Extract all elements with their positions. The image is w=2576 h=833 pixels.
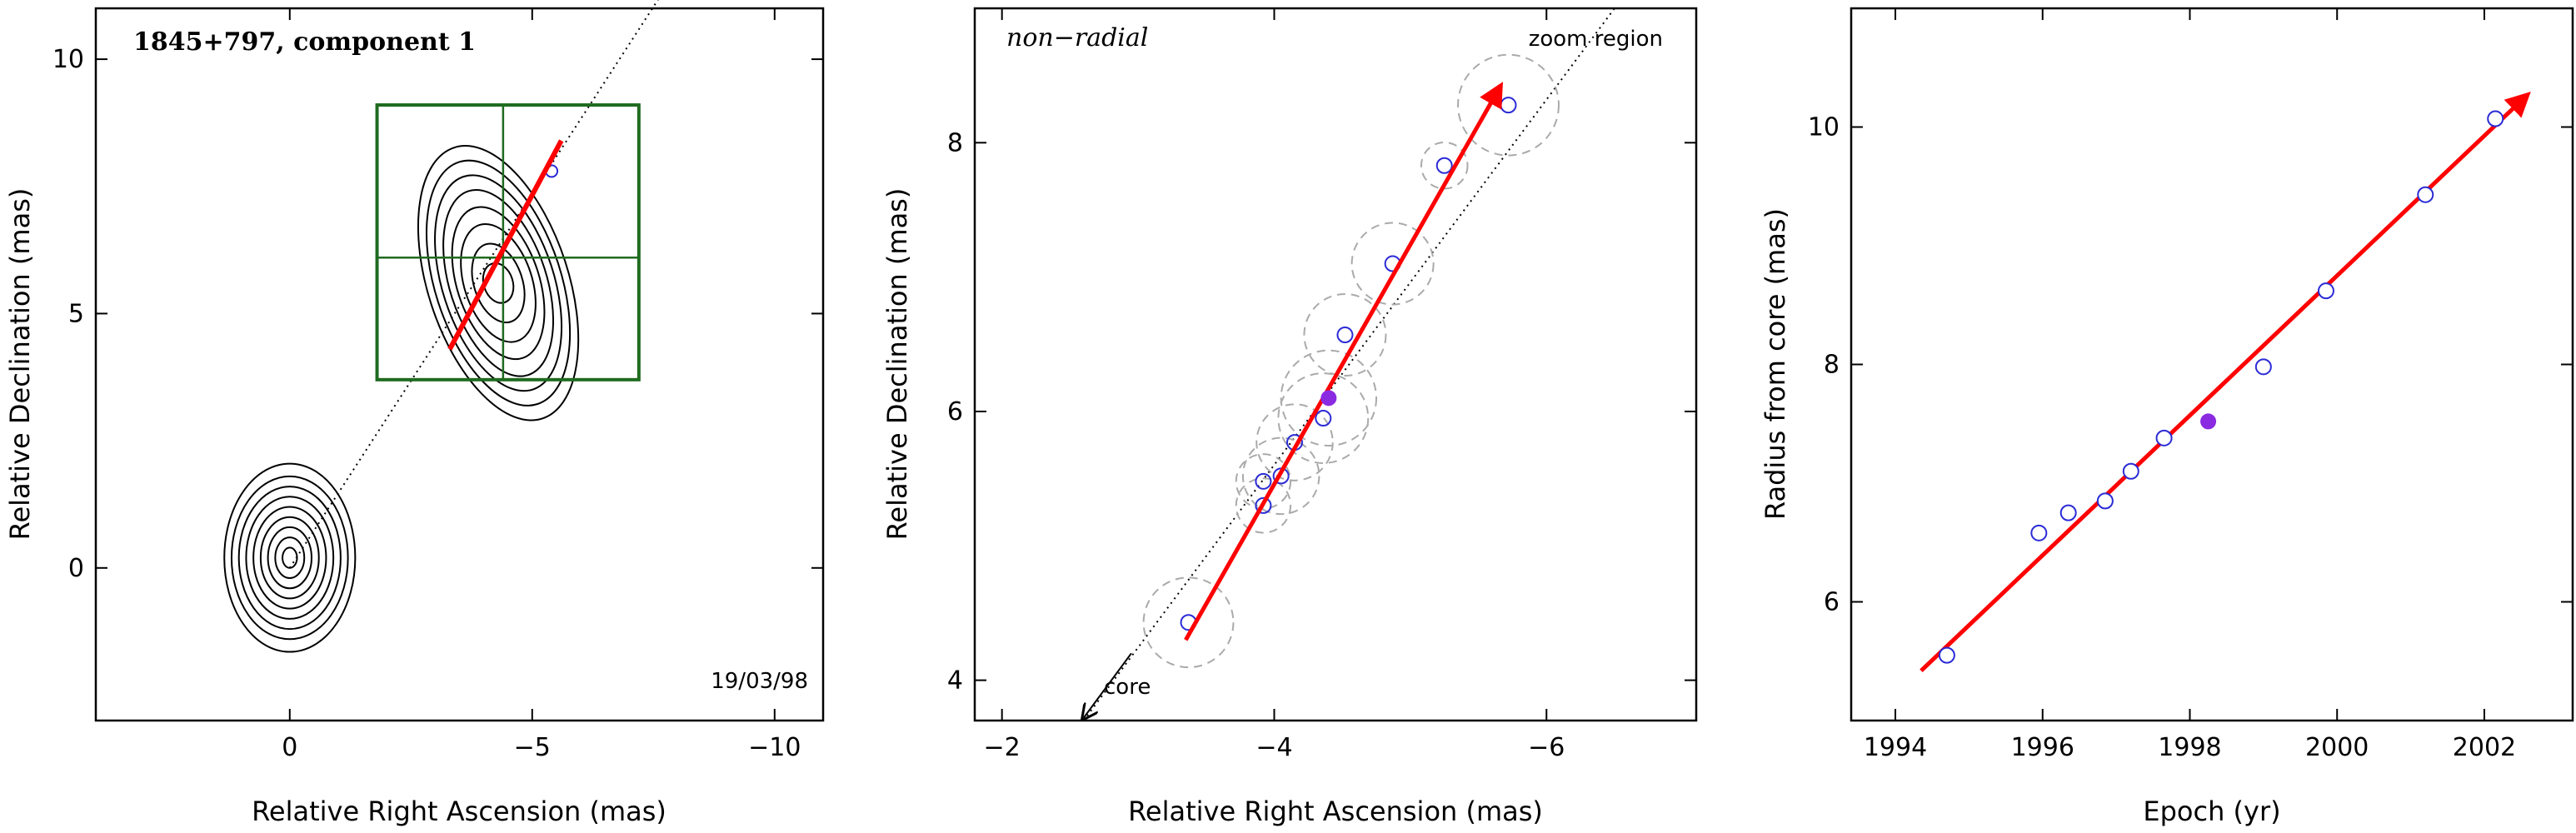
- error-circle: [1303, 292, 1387, 377]
- panel1-ytick-label: 0: [68, 554, 84, 583]
- jet-contour: [460, 222, 537, 343]
- panel-radius-epoch: 1994 1996 1998 2000 2002 6 8 10 Epoch (yr) Radi…: [1760, 7, 2574, 827]
- panel2-title: non−radial: [1006, 23, 1148, 52]
- component-point: [1500, 97, 1517, 114]
- panel2-ytick-label: 8: [947, 128, 963, 157]
- core-contour: [237, 486, 342, 631]
- panel1-overlays: [288, 0, 659, 569]
- component-point: [1255, 472, 1272, 490]
- error-circle: [1235, 477, 1292, 534]
- panel1-ytick-label: 10: [52, 45, 84, 74]
- panel1-title: 1845+797, component 1: [133, 27, 476, 57]
- panel1-contours: [223, 145, 580, 653]
- panel3-ytick-label: 10: [1808, 113, 1840, 142]
- motion-vector: [1184, 82, 1504, 641]
- jet-axis-line: [1082, 7, 1615, 721]
- panel3-xlabel: Epoch (yr): [2143, 796, 2280, 827]
- jet-contour: [451, 206, 546, 361]
- panel3-ytick-label: 6: [1824, 588, 1840, 617]
- panel1-axes: 0 −5 −10 0 5 10: [52, 8, 823, 762]
- core-contour: [259, 516, 320, 600]
- panel2-frame: [973, 7, 1698, 722]
- panel2-xtick-label: −4: [1256, 733, 1292, 762]
- core-contour: [230, 475, 349, 641]
- epoch-point: [2030, 524, 2048, 541]
- core-contour: [274, 536, 306, 579]
- panel1-date-label: 19/03/98: [711, 669, 808, 694]
- core-direction-arrow: [1084, 652, 1132, 717]
- epoch-point: [2096, 492, 2114, 510]
- panel1-frame: [94, 7, 825, 722]
- jet-contour: [426, 159, 572, 407]
- fit-line: [1920, 91, 2531, 672]
- jet-contour: [434, 174, 563, 392]
- panel-zoom-region: −2 −4 −6 4 6 8 non−radial zoom region core Re…: [881, 7, 1698, 827]
- error-circle: [1457, 53, 1560, 157]
- error-circle: [1277, 372, 1370, 464]
- epoch-point: [2417, 186, 2434, 203]
- panel3-ylabel: Radius from core (mas): [1760, 208, 1791, 520]
- panel3-ytick-label: 8: [1824, 351, 1840, 380]
- component-point: [1315, 410, 1332, 427]
- core-contour: [252, 506, 327, 610]
- component-point: [1336, 327, 1354, 344]
- panel3-xtick-label: 1998: [2158, 733, 2221, 762]
- error-circle: [1241, 436, 1320, 516]
- error-circle: [1280, 349, 1378, 447]
- panel1-ylabel: Relative Declination (mas): [4, 188, 36, 541]
- panel3-xtick-label: 1996: [2011, 733, 2074, 762]
- panel2-ytick-label: 6: [947, 397, 963, 426]
- panel2-ytick-label: 4: [947, 666, 963, 696]
- epoch-point: [2487, 110, 2504, 127]
- panel3-data: [1920, 91, 2531, 672]
- component-point: [1435, 157, 1453, 174]
- panel2-axes: −2 −4 −6 4 6 8: [947, 8, 1696, 762]
- panel1-ytick-label: 5: [68, 299, 84, 328]
- error-circle: [1256, 403, 1334, 481]
- epoch-point: [2254, 358, 2272, 376]
- epoch-point: [2059, 504, 2077, 521]
- panel1-xtick-label: −10: [748, 733, 801, 762]
- panel2-xlabel: Relative Right Ascension (mas): [1128, 796, 1543, 827]
- core-contour: [245, 496, 335, 620]
- panel1-xtick-label: −5: [514, 733, 551, 762]
- error-circle: [1350, 222, 1435, 306]
- panel3-xtick-label: 2002: [2453, 733, 2516, 762]
- core-contour: [282, 546, 298, 569]
- jet-contour: [442, 188, 555, 377]
- error-circle: [1142, 576, 1235, 669]
- panel2-ylabel: Relative Declination (mas): [881, 188, 913, 541]
- epoch-point: [2317, 282, 2334, 300]
- panel2-xtick-label: −2: [984, 733, 1021, 762]
- panel2-annotation-zoom-region: zoom region: [1529, 27, 1663, 52]
- core-contour: [267, 526, 312, 590]
- panel1-xtick-label: 0: [282, 733, 297, 762]
- error-circle: [1235, 453, 1292, 510]
- highlight-point: [1320, 390, 1337, 407]
- epoch-point: [2122, 462, 2139, 480]
- panel2-annotation-core: core: [1104, 675, 1151, 700]
- zoom-region-box: [375, 103, 641, 382]
- highlight-point: [2200, 413, 2217, 430]
- motion-vector: [447, 139, 564, 351]
- jet-contour: [471, 242, 526, 324]
- panel1-xlabel: Relative Right Ascension (mas): [252, 796, 666, 827]
- epoch-point: [1938, 646, 1955, 664]
- panel2-data: [1082, 7, 1615, 721]
- epoch-point: [2155, 429, 2173, 446]
- component-point: [1255, 496, 1272, 514]
- panel3-xtick-label: 1994: [1864, 733, 1927, 762]
- panel-contour-map: 0 −5 −10 0 5 10 1845+797, component 1 19/03/9…: [4, 0, 825, 827]
- core-contour: [223, 462, 357, 653]
- panel3-axes: 1994 1996 1998 2000 2002 6 8 10: [1808, 8, 2573, 762]
- panel3-frame: [1850, 7, 2574, 722]
- jet-contour: [417, 145, 580, 421]
- panel3-xtick-label: 2000: [2305, 733, 2369, 762]
- panel2-xtick-label: −6: [1528, 733, 1565, 762]
